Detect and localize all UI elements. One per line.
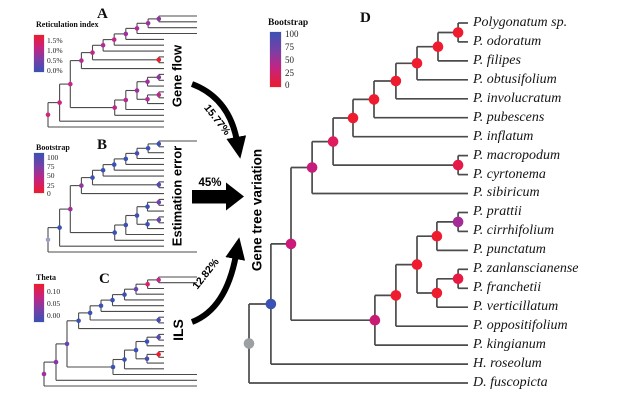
legend-b-title: Bootstrap: [36, 143, 70, 152]
tree-a-nodes: [45, 16, 162, 118]
estimation-error-label: Estimation error: [169, 145, 185, 247]
species-label: P. inflatum: [473, 129, 534, 144]
legend-d-tick: 50: [285, 55, 294, 65]
legend-b-tick: 25: [47, 181, 55, 190]
legend-a-tick: 0.0%: [47, 66, 63, 75]
species-label: P. verticillatum: [473, 299, 559, 314]
species-label: P. prattii: [473, 204, 522, 219]
legend-b-tick: 100: [47, 153, 59, 162]
legend-a-colorbar: [34, 35, 44, 72]
species-label: P. cirrhifolium: [473, 223, 555, 238]
species-label: P. filipes: [473, 53, 521, 68]
species-label: P. cyrtonema: [473, 167, 546, 182]
species-label: P. obtusifolium: [473, 72, 557, 87]
legend-b-tick: 0: [47, 189, 51, 198]
gene-flow-label: Gene flow: [169, 44, 185, 108]
panel-c-letter: C: [99, 271, 110, 287]
panel-a-letter: A: [97, 6, 108, 22]
gene-tree-variation-label: Gene tree variation: [249, 148, 265, 272]
legend-d-tick: 0: [285, 80, 290, 90]
legend-a-title: Reticulation index: [36, 20, 99, 29]
species-label: H. roseolum: [473, 356, 542, 371]
legend-c-tick: 0.00: [47, 311, 61, 320]
estimation-error-arrow: [192, 182, 244, 211]
legend-c-title: Theta: [36, 273, 56, 282]
legend-b-colorbar: [34, 153, 44, 193]
species-label: P. kingianum: [473, 337, 546, 352]
panel-d-letter: D: [360, 10, 371, 26]
species-label: P. involucratum: [473, 91, 562, 106]
legend-b-tick: 75: [47, 162, 55, 171]
legend-d-tick: 75: [285, 42, 294, 52]
species-label: P. zanlanscianense: [473, 261, 579, 276]
species-label: P. macropodum: [473, 148, 561, 163]
tree-d-nodes: [243, 27, 464, 349]
legend-a-tick: 1.0%: [47, 46, 63, 55]
species-label: D. fuscopicta: [473, 375, 548, 390]
estimation-error-percentage: 45%: [198, 177, 222, 189]
species-label: Polygonatum sp.: [473, 15, 568, 30]
species-label: P. odoratum: [473, 34, 542, 49]
gene-flow-arrow: [190, 81, 247, 159]
tree-b-nodes: [45, 141, 162, 243]
ils-label: ILS: [170, 319, 186, 341]
legend-a-tick: 0.5%: [47, 56, 63, 65]
species-label: P. pubescens: [473, 110, 545, 125]
species-label: P. oppositifolium: [473, 318, 568, 333]
species-label: P. franchetii: [473, 280, 542, 295]
legend-b-tick: 50: [47, 171, 55, 180]
legend-c-tick: 0.05: [47, 299, 61, 308]
legend-d-tick: 25: [285, 68, 294, 78]
ils-arrow: [190, 237, 246, 325]
tree-c-nodes: [41, 277, 161, 377]
legend-a-tick: 1.5%: [47, 36, 63, 45]
species-label: P. punctatum: [473, 242, 546, 257]
legend-d-colorbar: [270, 32, 281, 87]
legend-d-title: Bootstrap: [268, 18, 309, 28]
panel-b-letter: B: [97, 137, 108, 153]
tree-d-branches: [248, 22, 468, 384]
legend-c-colorbar: [34, 284, 44, 322]
species-label: P. sibiricum: [473, 185, 540, 200]
legend-d-tick: 100: [285, 29, 299, 39]
legend-c-tick: 0.10: [47, 287, 61, 296]
